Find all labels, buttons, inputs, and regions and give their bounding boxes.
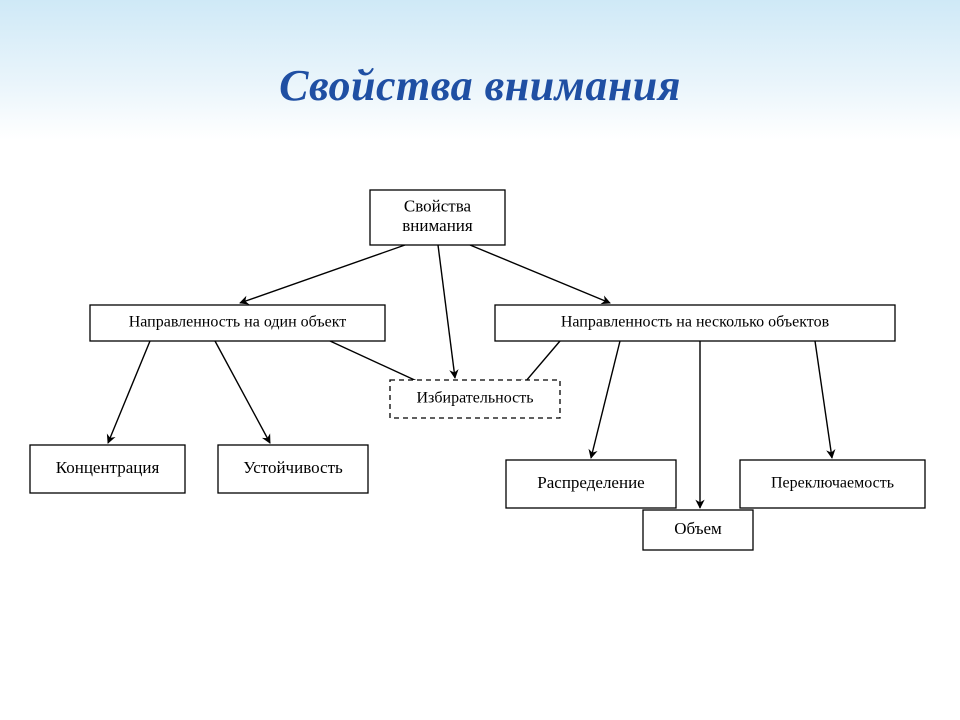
edge-left-conc [108,341,150,443]
node-label-distr: Распределение [537,473,644,492]
slide: Свойства внимания Свойствавнимания Направ… [0,0,960,720]
node-label-right: Направленность на несколько объектов [561,314,830,331]
edge-root-right [470,245,610,303]
node-conc: Концентрация [30,445,185,493]
node-label-root: Свойства [404,197,472,216]
node-volume: Объем [643,510,753,550]
node-select: Избирательность [390,380,560,418]
node-label-root: внимания [402,216,473,235]
node-label-volume: Объем [674,519,722,538]
node-left: Направленность на один объект [90,305,385,341]
node-label-stable: Устойчивость [243,458,343,477]
slide-title: Свойства внимания [0,60,960,111]
diagram-canvas: Свойствавнимания Направленность на один о… [0,160,960,600]
node-label-left: Направленность на один объект [129,314,347,331]
edge-root-left [240,245,405,303]
edge-left-stable [215,341,270,443]
node-root: Свойствавнимания [370,190,505,245]
edge-right-distr [591,341,620,458]
node-label-switch: Переключаемость [771,475,894,492]
node-label-conc: Концентрация [56,458,160,477]
node-label-select: Избирательность [417,390,534,407]
node-right: Направленность на несколько объектов [495,305,895,341]
edge-root-select [438,245,455,378]
edge-right-switch [815,341,832,458]
node-stable: Устойчивость [218,445,368,493]
node-distr: Распределение [506,460,676,508]
node-switch: Переключаемость [740,460,925,508]
